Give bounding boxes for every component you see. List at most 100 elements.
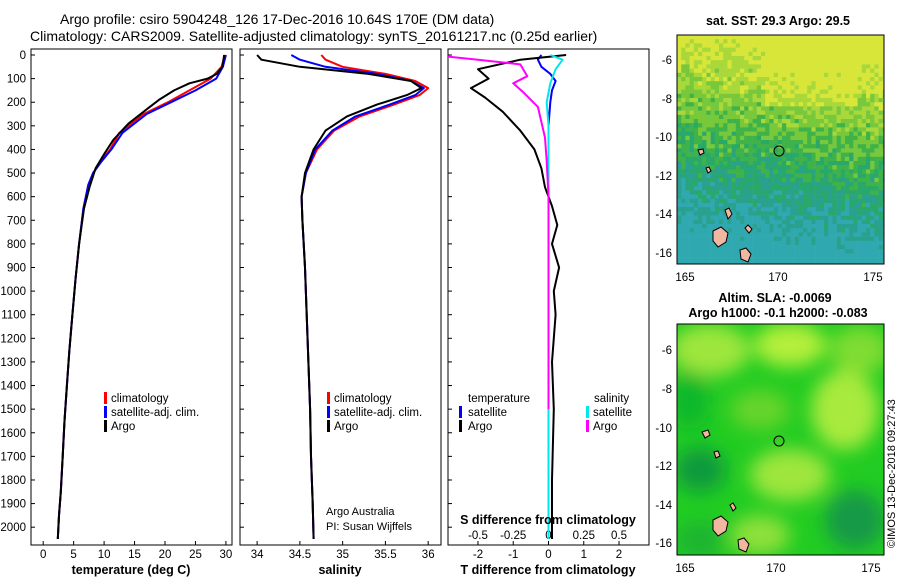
sst-cell	[727, 257, 732, 263]
sst-cell	[710, 186, 716, 191]
sst-cell	[702, 253, 707, 258]
sst-cell	[777, 93, 783, 99]
sst-cell	[819, 194, 825, 200]
sst-cell	[882, 85, 884, 90]
sst-cell	[752, 43, 758, 48]
sst-cell	[861, 190, 867, 195]
sst-cell	[878, 81, 884, 86]
sst-cell	[689, 127, 695, 132]
sst-cell	[752, 81, 758, 86]
sst-cell	[836, 224, 842, 229]
sst-cell	[677, 47, 682, 53]
sst-cell	[685, 232, 690, 237]
sst-cell	[719, 51, 724, 57]
sst-cell	[803, 198, 808, 204]
sst-cell	[794, 186, 800, 191]
sst-cell	[748, 106, 753, 111]
legend-satellite-swatch	[327, 406, 330, 418]
sst-cell	[744, 131, 749, 137]
sst-cell	[878, 68, 884, 74]
sst-cell	[782, 110, 787, 116]
sst-cell	[735, 43, 741, 48]
sst-cell	[740, 64, 745, 69]
sst-cell	[698, 194, 703, 200]
sst-cell	[689, 89, 695, 95]
sla-blob	[750, 449, 830, 501]
sst-cell	[677, 169, 682, 174]
sst-cell	[878, 228, 884, 233]
sst-cell	[677, 152, 682, 158]
sst-cell	[828, 102, 833, 107]
sst-cell	[832, 47, 837, 53]
sst-cell	[845, 190, 850, 195]
sst-cell	[828, 140, 833, 145]
sst-cell	[790, 245, 795, 250]
sst-cell	[756, 161, 762, 166]
sst-cell	[698, 198, 703, 204]
sst-cell	[681, 144, 686, 149]
sst-cell	[811, 106, 816, 111]
sst-cell	[874, 127, 879, 132]
sst-cell	[870, 140, 875, 145]
sst-cell	[714, 85, 720, 90]
sst-cell	[756, 47, 762, 53]
sst-cell	[777, 81, 783, 86]
sst-cell	[693, 144, 699, 149]
sst-cell	[811, 144, 816, 149]
sst-cell	[803, 249, 808, 254]
sst-cell	[824, 240, 829, 246]
sst-cell	[756, 64, 762, 69]
sst-cell	[714, 161, 720, 166]
sst-cell	[693, 190, 699, 195]
sst-cell	[782, 198, 787, 204]
sst-cell	[761, 85, 766, 90]
sst-cell	[849, 194, 854, 200]
sst-cell	[761, 161, 766, 166]
sst-cell	[740, 261, 745, 264]
sst-cell	[773, 236, 779, 242]
sst-cell	[735, 56, 741, 61]
sst-cell	[719, 68, 724, 74]
sst-cell	[677, 211, 682, 216]
sst-cell	[803, 169, 808, 174]
sst-cell	[845, 236, 850, 242]
sst-cell	[828, 72, 833, 78]
sst-cell	[756, 190, 762, 195]
sst-cell	[815, 257, 821, 263]
sst-cell	[878, 64, 884, 69]
sst-cell	[735, 253, 741, 258]
sst-cell	[866, 249, 871, 254]
sst-cell	[803, 257, 808, 263]
sst-cell	[714, 253, 720, 258]
sst-cell	[857, 224, 863, 229]
sst-cell	[748, 148, 753, 153]
sst-cell	[735, 106, 741, 111]
sst-cell	[693, 123, 699, 128]
x-tick-label: 15	[128, 549, 141, 561]
sst-cell	[782, 186, 787, 191]
sst-cell	[719, 186, 724, 191]
sst-cell	[815, 93, 821, 99]
sst-cell	[786, 253, 791, 258]
sst-cell	[840, 245, 846, 250]
depth-tick-label: 400	[7, 144, 26, 156]
sst-cell	[845, 43, 850, 48]
sst-cell	[744, 152, 749, 158]
sst-cell	[761, 123, 766, 128]
legend-t-satellite-label: satellite	[468, 407, 507, 419]
sst-cell	[874, 215, 879, 221]
sst-cell	[777, 165, 783, 170]
sst-cell	[870, 110, 875, 116]
sst-cell	[803, 56, 808, 61]
sst-cell	[706, 215, 711, 221]
sst-cell	[866, 47, 871, 53]
sst-cell	[828, 186, 833, 191]
depth-axis: 0100200300400500600700800900100011001200…	[0, 50, 26, 534]
sst-cell	[761, 224, 766, 229]
sst-cell	[702, 148, 707, 153]
sst-cell	[773, 156, 779, 162]
sst-cell	[748, 81, 753, 86]
sst-cell	[786, 161, 791, 166]
sst-cell	[849, 56, 854, 61]
